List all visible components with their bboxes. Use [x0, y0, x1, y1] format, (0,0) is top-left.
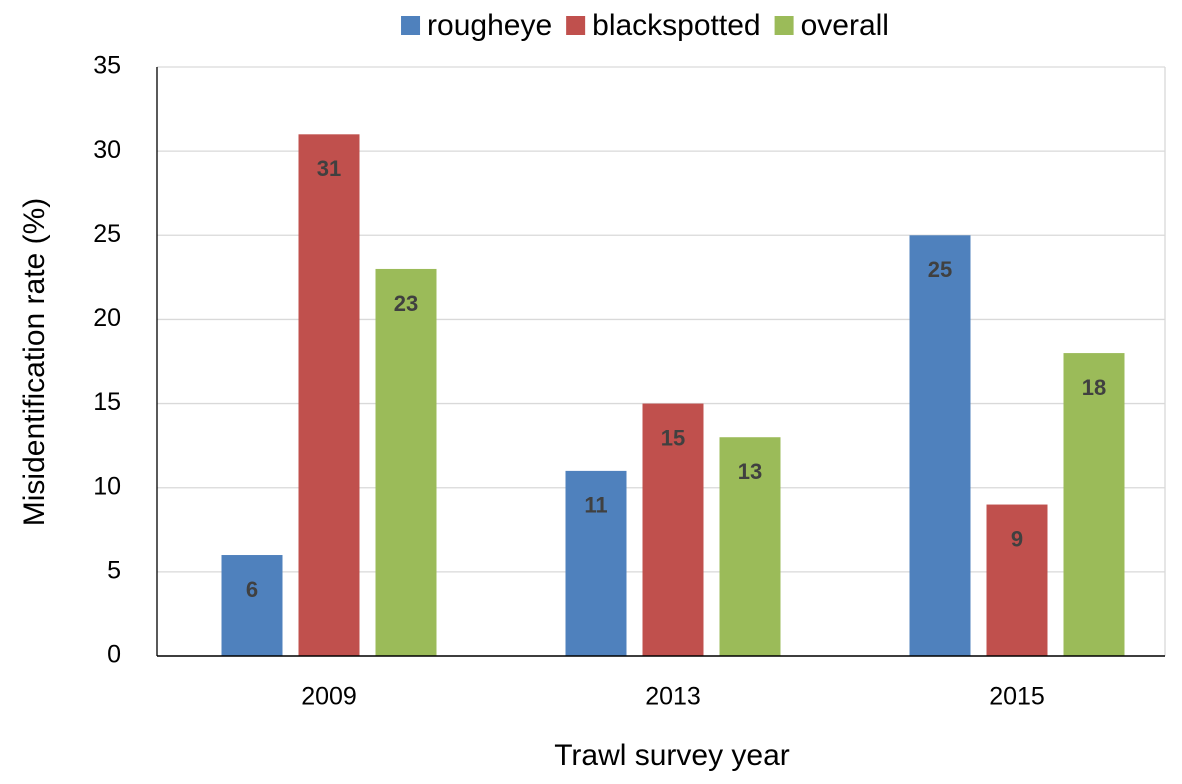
value-label: 9 [1011, 526, 1023, 551]
bar [986, 504, 1048, 656]
value-label: 15 [661, 425, 685, 450]
legend-label: blackspotted [592, 9, 760, 42]
bar [298, 134, 360, 657]
bar [642, 403, 704, 656]
bar [565, 470, 627, 656]
value-label: 23 [394, 291, 418, 316]
y-tick-label: 15 [93, 388, 121, 416]
y-tick-label: 25 [93, 220, 121, 248]
legend-swatch [401, 16, 421, 35]
legend-label: overall [801, 9, 889, 42]
value-label: 13 [738, 459, 762, 484]
value-label: 25 [928, 257, 952, 282]
y-tick-label: 20 [93, 304, 121, 332]
legend-swatch [566, 16, 586, 35]
y-tick-label: 35 [93, 52, 121, 80]
x-axis-title: Trawl survey year [554, 739, 790, 772]
bar [221, 555, 283, 656]
y-tick-label: 10 [93, 472, 121, 500]
y-tick-label: 5 [107, 556, 121, 584]
bar [1063, 353, 1125, 656]
value-label: 11 [584, 493, 607, 518]
bar [375, 268, 437, 656]
y-tick-label: 30 [93, 136, 121, 164]
value-label: 18 [1082, 375, 1106, 400]
legend-label: rougheye [427, 9, 552, 42]
y-axis-title: Misidentification rate (%) [18, 198, 51, 526]
x-tick-label: 2015 [989, 683, 1045, 711]
value-label: 6 [246, 577, 258, 602]
x-tick-label: 2013 [645, 683, 701, 711]
bar [719, 437, 781, 656]
y-tick-label: 0 [107, 641, 121, 669]
x-tick-label: 2009 [301, 683, 357, 711]
value-label: 31 [317, 156, 341, 181]
bar [909, 235, 971, 657]
legend-swatch [774, 16, 794, 35]
